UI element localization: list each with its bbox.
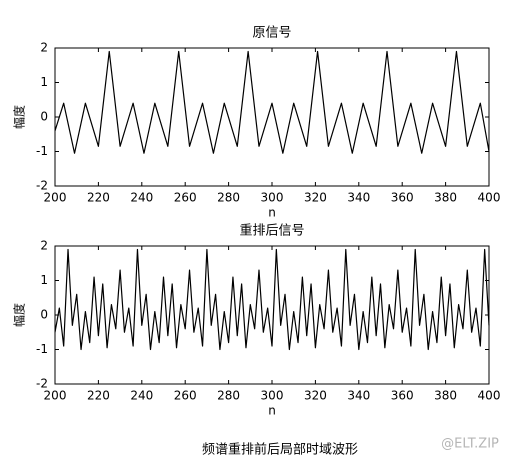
axes-box xyxy=(54,47,490,187)
x-tick-label: 280 xyxy=(217,389,240,403)
chart-title: 原信号 xyxy=(252,26,291,41)
watermark: @ELT.ZIP xyxy=(441,437,499,452)
x-tick-label: 200 xyxy=(44,389,67,403)
y-tick-label: 0 xyxy=(40,110,48,124)
x-tick-label: 200 xyxy=(44,191,67,205)
y-tick-label: -1 xyxy=(36,144,48,158)
axes-box xyxy=(54,245,490,385)
y-tick-label: 0 xyxy=(40,308,48,322)
x-axis-label: n xyxy=(268,206,276,220)
caption: 频谱重排前后局部时域波形 xyxy=(202,442,358,458)
x-tick-label: 380 xyxy=(434,191,457,205)
x-tick-label: 380 xyxy=(434,389,457,403)
x-tick-label: 320 xyxy=(304,389,327,403)
x-tick-label: 400 xyxy=(478,389,501,403)
y-tick-label: 2 xyxy=(40,41,48,55)
x-tick-label: 320 xyxy=(304,191,327,205)
y-axis-label: 幅度 xyxy=(12,105,27,129)
y-tick-label: -1 xyxy=(36,342,48,356)
x-tick-label: 360 xyxy=(391,191,414,205)
x-tick-label: 260 xyxy=(174,389,197,403)
x-tick-label: 220 xyxy=(87,191,110,205)
x-tick-label: 300 xyxy=(261,389,284,403)
x-tick-label: 220 xyxy=(87,389,110,403)
chart-title: 重排后信号 xyxy=(239,223,304,239)
y-tick-label: 1 xyxy=(40,75,48,89)
y-axis-label: 幅度 xyxy=(12,303,27,327)
x-tick-label: 340 xyxy=(347,389,370,403)
x-tick-label: 240 xyxy=(130,389,153,403)
x-tick-label: 300 xyxy=(261,191,284,205)
y-tick-label: -2 xyxy=(36,377,48,391)
x-tick-label: 340 xyxy=(347,191,370,205)
signal-line xyxy=(54,50,490,154)
x-tick-label: 240 xyxy=(130,191,153,205)
y-tick-label: 2 xyxy=(40,239,48,253)
x-tick-label: 400 xyxy=(478,191,501,205)
signal-line xyxy=(54,248,490,351)
x-tick-label: 280 xyxy=(217,191,240,205)
x-tick-label: 260 xyxy=(174,191,197,205)
x-axis-label: n xyxy=(268,404,276,418)
x-tick-label: 360 xyxy=(391,389,414,403)
y-tick-label: -2 xyxy=(36,179,48,193)
y-tick-label: 1 xyxy=(40,273,48,287)
